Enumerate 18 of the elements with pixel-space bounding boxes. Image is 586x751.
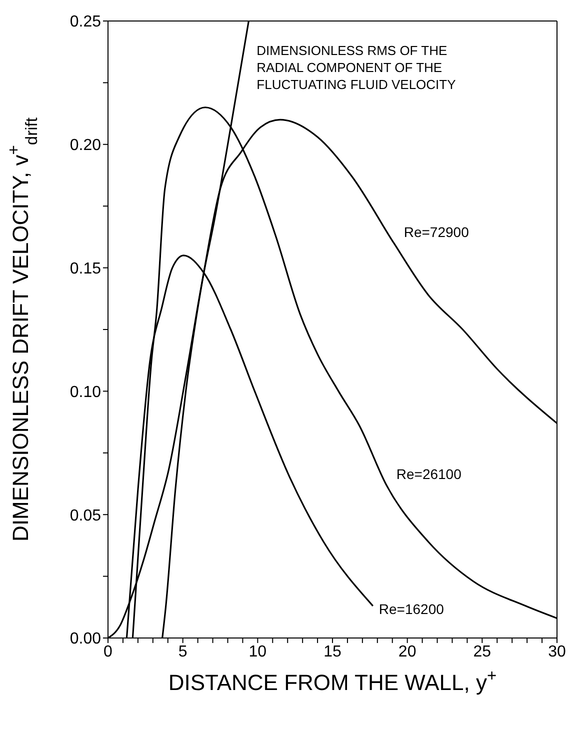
- x-tick-label: 15: [324, 643, 342, 660]
- series-label: Re=16200: [378, 600, 444, 617]
- x-tick-label: 10: [248, 643, 267, 660]
- y-tick-label: 0.15: [70, 260, 102, 278]
- x-axis-title: DISTANCE FROM THE WALL, y$^{+}$: [168, 667, 497, 695]
- series-label: DIMENSIONLESS RMS OF THE RADIAL COMPONENT OF THE FLUCTUATING FLUID VELOCITY: [256, 43, 456, 92]
- y-tick-label: 0.20: [70, 137, 102, 154]
- x-tick-label: 5: [178, 643, 188, 660]
- y-tick-label: 0.25: [70, 14, 102, 31]
- y-tick-label: 0.05: [70, 507, 102, 524]
- x-tick-label: 20: [398, 643, 416, 660]
- x-tick-label: 0: [104, 643, 113, 660]
- series-label: Re=26100: [396, 466, 462, 482]
- y-tick-label: 0.00: [70, 630, 102, 648]
- x-tick-label: 30: [548, 643, 566, 660]
- x-tick-label: 25: [473, 643, 492, 660]
- series-label: Re=72900: [404, 224, 470, 240]
- y-tick-label: 0.10: [70, 384, 102, 401]
